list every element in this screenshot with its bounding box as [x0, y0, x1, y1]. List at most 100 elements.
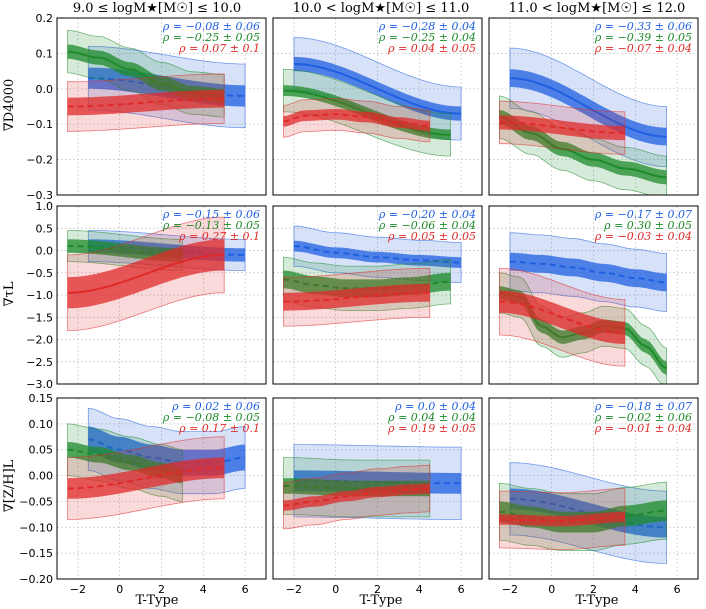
x-axis-label-3: T-Type: [576, 593, 619, 608]
rho-annotation-red: ρ = −0.03 ± 0.04: [594, 230, 692, 243]
rho-annotation-red: ρ = −0.07 ± 0.04: [594, 42, 692, 55]
y-axis-label-metallicity: ∇[Z/H]L: [2, 459, 17, 512]
x-tick-label: 0: [548, 583, 555, 596]
y-tick-label: 0.10: [29, 418, 54, 431]
y-tick-label: −0.2: [26, 154, 53, 167]
frame-layer: [56, 17, 699, 580]
x-tick-label: 2: [158, 583, 165, 596]
panel-frame: [272, 205, 483, 385]
rho-annotation-blue: ρ = −0.08 ± 0.06: [162, 20, 260, 33]
y-tick-label: 1.0: [36, 200, 54, 213]
column-title-1: 9.0 ≤ logM★[M☉] ≤ 10.0: [73, 1, 241, 16]
x-tick-label: −2: [286, 583, 302, 596]
rho-annotation-red: ρ = 0.27 ± 0.1: [178, 230, 260, 243]
blue-series-line: [509, 497, 667, 529]
x-tick-label: −2: [70, 583, 86, 596]
x-tick-label: 6: [458, 583, 465, 596]
blue-series-line: [509, 260, 667, 284]
y-axis-label-tau: ∇τL: [2, 281, 17, 306]
panel-frame: [272, 397, 483, 580]
rho-annotation-blue: ρ = −0.33 ± 0.06: [594, 20, 692, 33]
rho-annotation-green: ρ = −0.39 ± 0.05: [594, 31, 692, 44]
rho-annotation-red: ρ = 0.04 ± 0.05: [387, 42, 476, 55]
red-series-line: [67, 466, 225, 490]
rho-annotation-green: ρ = −0.25 ± 0.04: [378, 31, 476, 44]
rho-annotation-green: ρ = −0.25 ± 0.05: [162, 31, 260, 44]
y-tick-label: −3.0: [26, 378, 53, 391]
rho-annotation-green: ρ = −0.08 ± 0.05: [162, 411, 260, 424]
rho-annotation-blue: ρ = 0.02 ± 0.06: [171, 400, 260, 413]
rho-annotation-green: ρ = −0.13 ± 0.05: [162, 219, 260, 232]
rho-annotation-red: ρ = 0.07 ± 0.1: [178, 42, 260, 55]
red-series-inner-band: [283, 109, 430, 132]
y-tick-label: −1.5: [26, 311, 53, 324]
panel-frame: [56, 17, 267, 196]
y-tick-label: 0.0: [36, 83, 54, 96]
y-tick-label: −2.5: [26, 356, 53, 369]
rho-annotation-blue: ρ = −0.28 ± 0.04: [378, 20, 476, 33]
rho-annotation-green: ρ = −0.06 ± 0.04: [378, 219, 476, 232]
rho-annotation-blue: ρ = −0.18 ± 0.07: [594, 400, 692, 413]
red-series-line: [283, 291, 430, 303]
y-tick-label: 0.00: [29, 470, 54, 483]
rho-annotation-red: ρ = 0.17 ± 0.1: [178, 422, 260, 435]
red-series-line: [283, 113, 430, 127]
rho-annotation-blue: ρ = −0.17 ± 0.07: [594, 208, 692, 221]
rho-annotation-red: ρ = −0.01 ± 0.04: [594, 422, 692, 435]
y-tick-label: −0.05: [19, 495, 53, 508]
x-tick-label: 6: [674, 583, 681, 596]
rho-annotation-blue: ρ = 0.0 ± 0.04: [394, 400, 476, 413]
blue-series-line: [509, 77, 667, 138]
y-tick-label: −2.0: [26, 334, 53, 347]
x-tick-label: 0: [332, 583, 339, 596]
green-series-line: [499, 116, 667, 179]
x-axis-label-2: T-Type: [360, 593, 403, 608]
column-title-3: 11.0 < logM★[M☉] ≤ 12.0: [509, 1, 686, 16]
y-axis-label-d4000: ∇D4000: [2, 79, 17, 132]
blue-series-inner-band: [509, 252, 667, 292]
x-tick-label: 0: [116, 583, 123, 596]
rho-annotation-green: ρ = 0.04 ± 0.04: [387, 411, 476, 424]
red-series-line: [499, 300, 625, 334]
red-series-inner-band: [499, 511, 625, 527]
y-tick-label: −0.3: [26, 189, 53, 202]
red-series-line: [67, 253, 225, 294]
y-tick-label: 0.1: [36, 47, 54, 60]
y-tick-label: −0.1: [26, 118, 53, 131]
x-tick-label: 4: [632, 583, 639, 596]
panel-frame: [488, 397, 699, 580]
panel-frame: [56, 205, 267, 385]
x-tick-label: 6: [242, 583, 249, 596]
y-tick-label: −0.5: [26, 267, 53, 280]
y-tick-label: 0.15: [29, 392, 54, 405]
red-series-line: [499, 121, 625, 135]
rho-annotation-blue: ρ = −0.15 ± 0.06: [162, 208, 260, 221]
y-tick-label: 0.05: [29, 444, 54, 457]
x-tick-label: 4: [200, 583, 207, 596]
rho-annotation-green: ρ = −0.02 ± 0.06: [594, 411, 692, 424]
y-tick-label: −0.15: [19, 547, 53, 560]
y-tick-label: −1.0: [26, 289, 53, 302]
green-series-inner-band: [499, 110, 667, 185]
blue-series-line: [293, 63, 462, 115]
y-tick-label: 0.0: [36, 245, 54, 258]
red-series-inner-band: [67, 89, 225, 116]
x-tick-label: −2: [502, 583, 518, 596]
blue-series-inner-band: [293, 240, 462, 268]
red-series-inner-band: [67, 457, 225, 499]
correlation-annotations: ρ = −0.08 ± 0.06ρ = −0.25 ± 0.05ρ = 0.07…: [162, 20, 692, 435]
panel-frame: [272, 17, 483, 196]
red-series-line: [67, 97, 225, 108]
data-layer: [67, 29, 668, 564]
rho-annotation-red: ρ = 0.19 ± 0.05: [387, 422, 476, 435]
red-series-line: [283, 487, 430, 507]
panel-frame: [488, 17, 699, 196]
panel-frame: [56, 397, 267, 580]
y-tick-label: 0.5: [36, 222, 54, 235]
rho-annotation-green: ρ = 0.30 ± 0.05: [603, 219, 692, 232]
y-tick-label: 0.2: [36, 12, 54, 25]
y-tick-label: −0.20: [19, 573, 53, 586]
rho-annotation-red: ρ = 0.05 ± 0.05: [387, 230, 476, 243]
y-tick-label: −0.10: [19, 521, 53, 534]
